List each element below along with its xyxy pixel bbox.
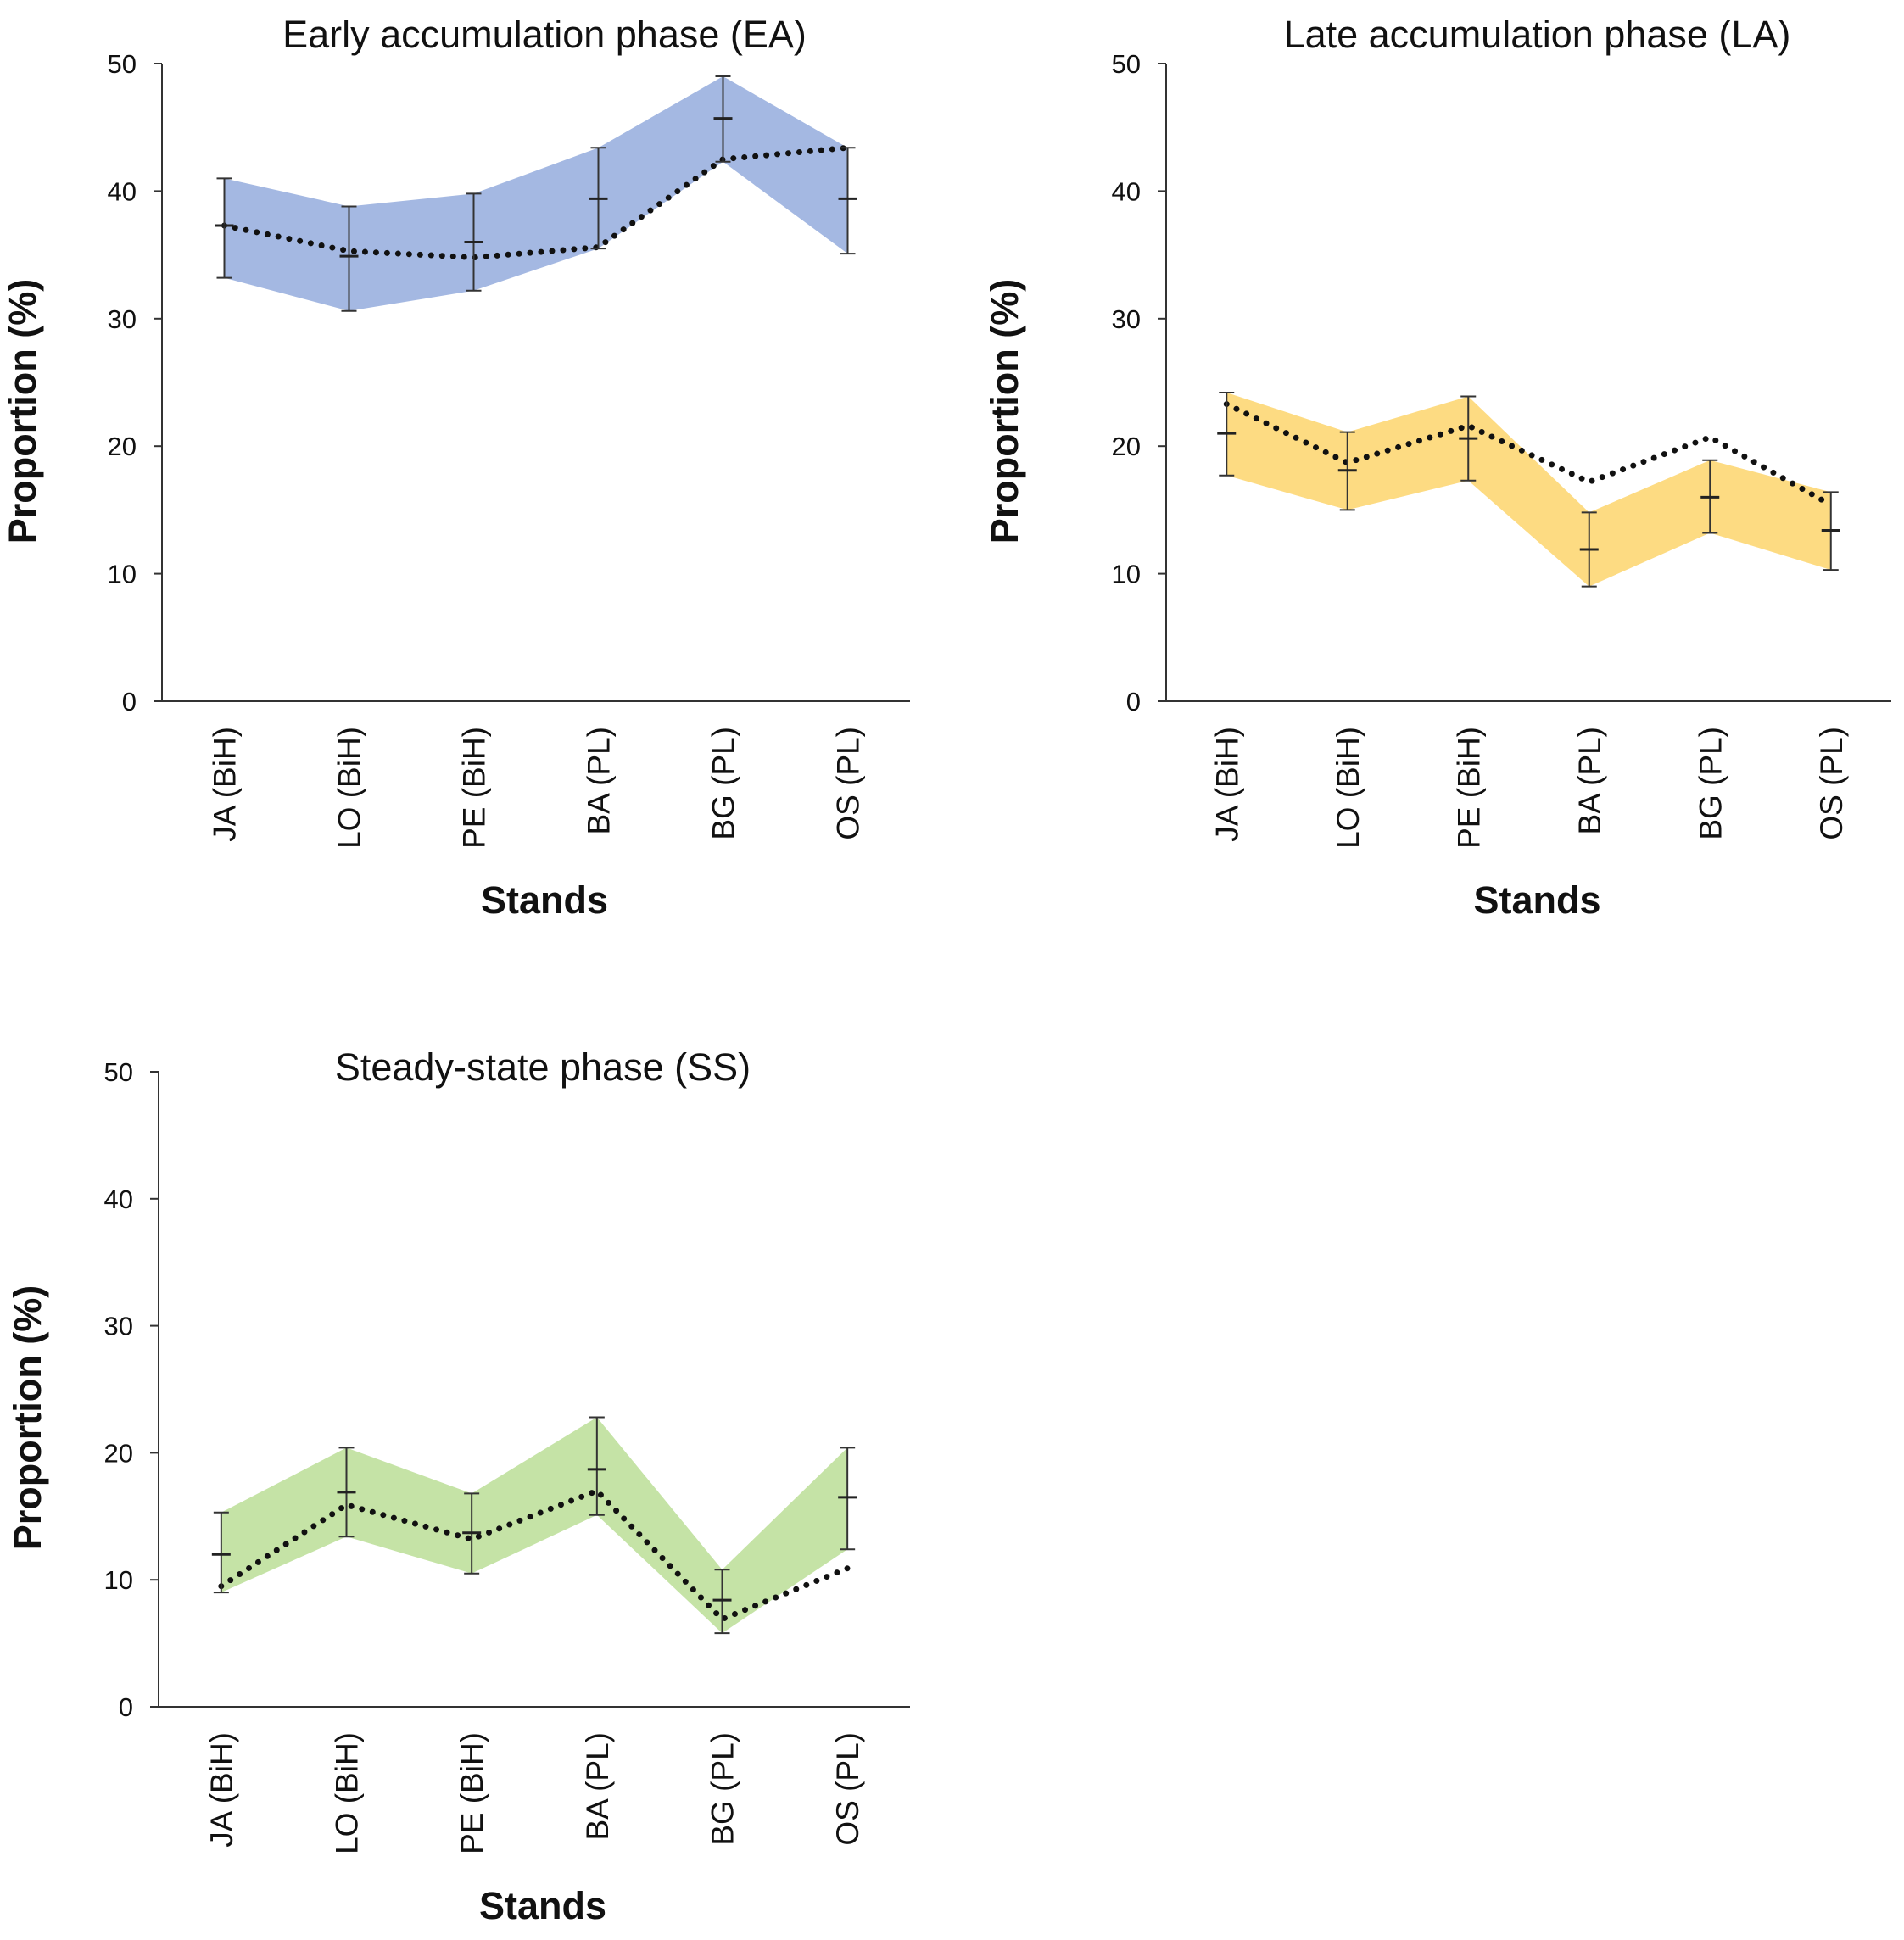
x-category-label: PE (BiH) <box>455 1732 489 1854</box>
y-tick-label: 40 <box>108 176 137 206</box>
chart-title: Early accumulation phase (EA) <box>282 13 807 56</box>
error-bar <box>1821 491 1840 571</box>
error-bar <box>838 1447 857 1551</box>
y-tick-label: 0 <box>122 687 137 716</box>
x-category-label: OS (PL) <box>1814 727 1849 840</box>
error-bar <box>211 1511 231 1594</box>
y-tick-label: 10 <box>1112 560 1141 589</box>
error-bar <box>339 205 359 312</box>
error-bar <box>712 1569 732 1635</box>
error-bar <box>337 1447 356 1538</box>
y-tick-label: 50 <box>1112 49 1141 79</box>
x-category-label: LO (BiH) <box>1331 727 1365 849</box>
y-tick-label: 20 <box>108 432 137 461</box>
confidence-band <box>224 76 848 311</box>
y-tick-label: 10 <box>104 1565 133 1595</box>
trend-line <box>1223 401 1834 508</box>
x-category-label: BA (PL) <box>580 1732 615 1841</box>
x-category-label: BG (PL) <box>706 1732 740 1846</box>
y-tick-label: 40 <box>104 1185 133 1214</box>
x-axis-label: Stands <box>479 1884 606 1927</box>
chart-title: Late accumulation phase (LA) <box>1284 13 1791 56</box>
trend-line <box>221 144 851 261</box>
chart-panel-1: 0 10 20 30 40 50 JA (BiH) LO (BiH) PE (BiH) BA (P… <box>1 13 910 922</box>
error-bar <box>1579 511 1599 588</box>
x-category-label: JA (BiH) <box>1209 727 1244 842</box>
x-category-label: LO (BiH) <box>330 1732 365 1854</box>
x-category-label: JA (BiH) <box>208 727 243 842</box>
chart-panel-2: 0 10 20 30 40 50 JA (BiH) LO (BiH) PE (BiH) BA (P… <box>983 13 1891 922</box>
y-tick-label: 20 <box>1112 432 1141 461</box>
error-bar <box>587 1416 606 1516</box>
error-bar <box>462 1492 482 1575</box>
x-category-label: PE (BiH) <box>1451 727 1486 849</box>
x-category-label: OS (PL) <box>830 1732 865 1846</box>
trend-line <box>218 1487 851 1623</box>
x-category-label: BG (PL) <box>1693 727 1728 840</box>
error-bar <box>215 177 234 279</box>
x-category-label: PE (BiH) <box>457 727 492 849</box>
y-axis-label: Proportion (%) <box>6 1285 49 1550</box>
x-axis-label: Stands <box>481 878 608 922</box>
chart-panel-3: 0 10 20 30 40 50 JA (BiH) LO (BiH) PE (BiH) BA (P… <box>6 1045 910 1927</box>
y-axis-label: Proportion (%) <box>1 279 44 544</box>
confidence-band <box>221 1417 848 1634</box>
error-bar <box>1459 395 1478 482</box>
error-bar <box>713 75 733 163</box>
error-bar <box>1337 431 1357 511</box>
x-category-label: BA (PL) <box>582 727 617 835</box>
confidence-band <box>1226 393 1831 587</box>
x-category-label: OS (PL) <box>831 727 866 840</box>
error-bar <box>464 192 483 292</box>
y-tick-label: 20 <box>104 1438 133 1468</box>
x-category-label: BG (PL) <box>706 727 741 840</box>
x-category-label: LO (BiH) <box>332 727 367 849</box>
x-axis-label: Stands <box>1473 878 1600 922</box>
y-tick-label: 50 <box>108 49 137 79</box>
x-category-label: JA (BiH) <box>204 1732 239 1848</box>
y-tick-label: 10 <box>108 560 137 589</box>
error-bar <box>589 147 608 250</box>
y-axis-label: Proportion (%) <box>983 279 1026 544</box>
y-tick-label: 30 <box>108 304 137 334</box>
error-bar <box>1217 392 1237 477</box>
y-tick-label: 30 <box>104 1312 133 1341</box>
y-tick-label: 30 <box>1112 304 1141 334</box>
chart-title: Steady-state phase (SS) <box>335 1045 751 1089</box>
y-tick-label: 40 <box>1112 176 1141 206</box>
y-tick-label: 0 <box>1126 687 1141 716</box>
error-bar <box>1700 459 1720 534</box>
x-category-label: BA (PL) <box>1572 727 1607 835</box>
y-tick-label: 0 <box>119 1692 133 1722</box>
error-bar <box>838 147 857 255</box>
y-tick-label: 50 <box>104 1057 133 1087</box>
